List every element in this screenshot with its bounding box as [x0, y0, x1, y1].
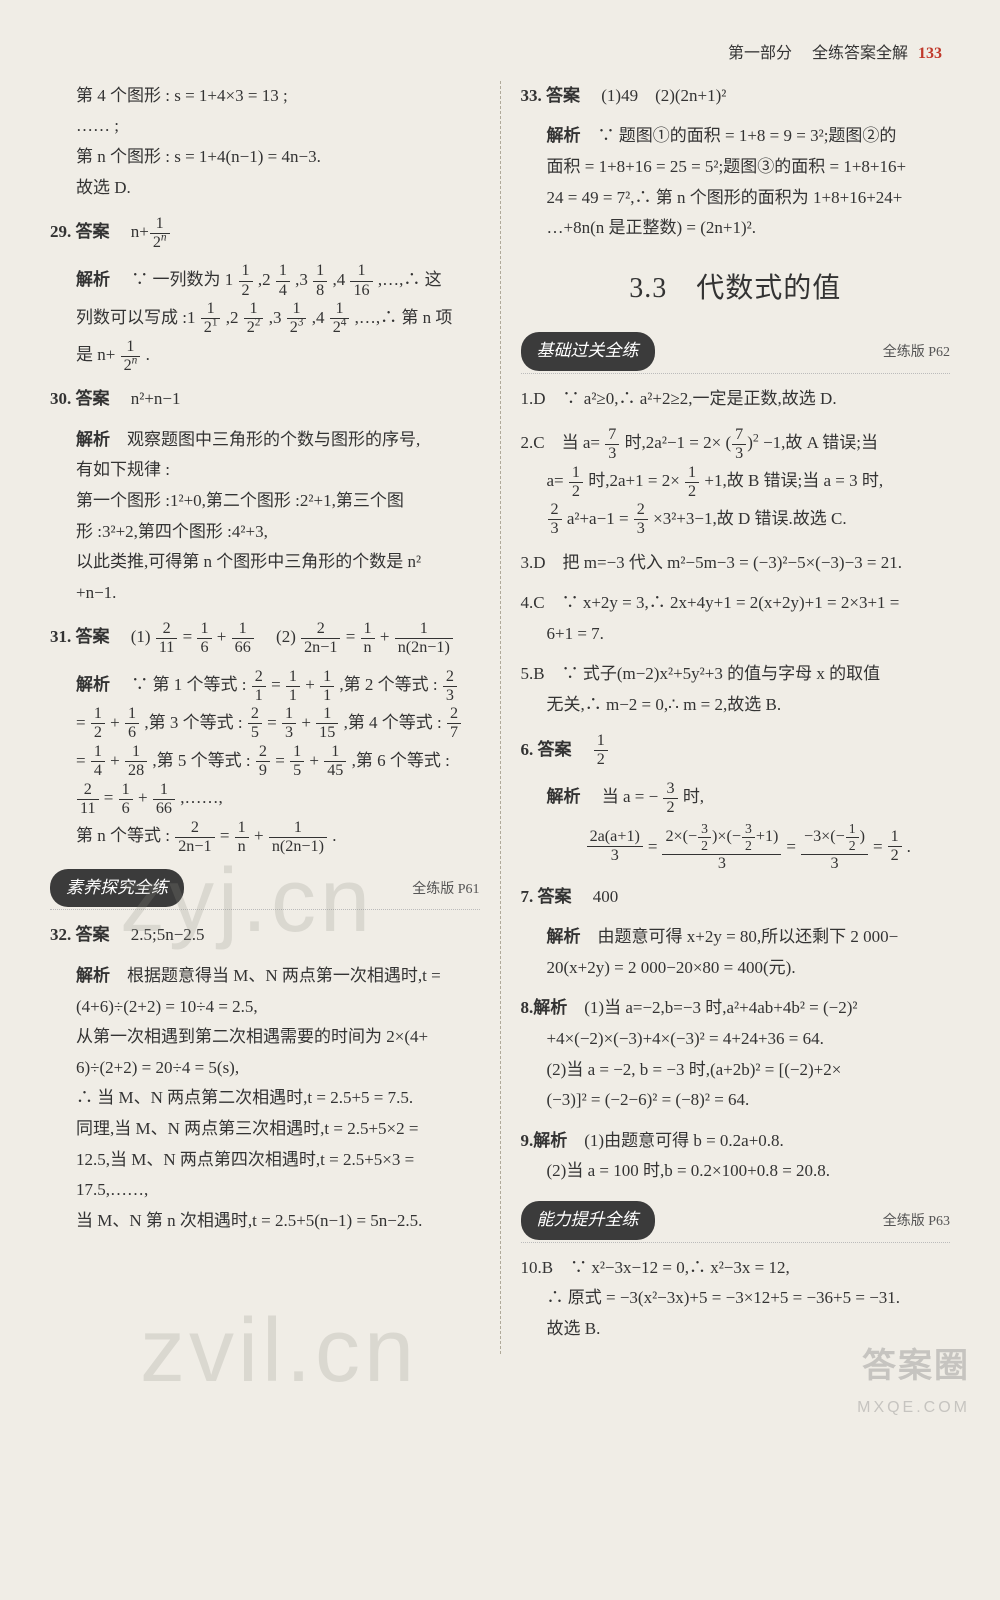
explain-label: 解析 [76, 270, 110, 289]
q6-equation: 2a(a+1)3 = 2×(−32)×(−32+1) 3 = −3×(−12) … [547, 822, 951, 872]
page: 第一部分 全练答案全解 133 第 4 个图形 : s = 1+4×3 = 13… [0, 0, 1000, 1434]
q33: 33. 答案 (1)49 (2)(2n+1)² [521, 81, 951, 112]
q-number: 29. [50, 222, 71, 241]
section-tag: 能力提升全练 [521, 1201, 655, 1240]
text: …… ; [76, 111, 480, 142]
q28-body: 第 4 个图形 : s = 1+4×3 = 13 ; …… ; 第 n 个图形 … [50, 81, 480, 203]
text: 故选 D. [76, 173, 480, 204]
page-ref: 全练版 P62 [883, 340, 950, 365]
q29: 29. 答案 n+12n [50, 213, 480, 251]
q7-exp: 解析 由题意可得 x+2y = 80,所以还剩下 2 000− 20(x+2y)… [521, 922, 951, 983]
q2: 2.C 当 a= 73 时,2a²−1 = 2× (73)2 −1,故 A 错误… [521, 424, 951, 537]
q32-exp: 解析 根据题意得当 M、N 两点第一次相遇时,t = (4+6)÷(2+2) =… [50, 961, 480, 1236]
q30-exp: 解析 观察题图中三角形的个数与图形的序号, 有如下规律 : 第一个图形 :1²+… [50, 425, 480, 609]
q31-exp: 解析 ∵ 第 1 个等式 : 21 = 11 + 11 ,第 2 个等式 : 2… [50, 666, 480, 855]
q1: 1.D ∵ a²≥0,∴ a²+2≥2,一定是正数,故选 D. [521, 384, 951, 415]
section-tag-row: 能力提升全练 全练版 P63 [521, 1201, 951, 1243]
answer-label: 答案 [76, 222, 110, 241]
q31: 31. 答案 (1) 211 = 16 + 166 (2) 22n−1 = 1n… [50, 618, 480, 656]
q7: 7. 答案 400 [521, 882, 951, 913]
q6-exp: 解析 当 a = − 32 时, 2a(a+1)3 = 2×(−32)×(−32… [521, 778, 951, 871]
q30: 30. 答案 n²+n−1 [50, 384, 480, 415]
column-divider [500, 81, 501, 1355]
q6: 6. 答案 12 [521, 731, 951, 769]
header-title: 全练答案全解 [812, 45, 908, 62]
text: 第 n 个图形 : s = 1+4(n−1) = 4n−3. [76, 142, 480, 173]
fraction: 12n [150, 216, 170, 251]
text: n+ [131, 222, 149, 241]
q8: 8.解析 (1)当 a=−2,b=−3 时,a²+4ab+4b² = (−2)²… [521, 993, 951, 1115]
q4: 4.C ∵ x+2y = 3,∴ 2x+4y+1 = 2(x+2y)+1 = 2… [521, 588, 951, 649]
section-title: 3.3 代数式的值 [521, 264, 951, 314]
two-columns: 第 4 个图形 : s = 1+4×3 = 13 ; …… ; 第 n 个图形 … [50, 81, 950, 1355]
left-column: 第 4 个图形 : s = 1+4×3 = 13 ; …… ; 第 n 个图形 … [50, 81, 480, 1355]
text: ∵ 一列数为 1 [131, 270, 233, 289]
q33-exp: 解析 ∵ 题图①的面积 = 1+8 = 9 = 3²;题图②的 面积 = 1+8… [521, 121, 951, 243]
page-ref: 全练版 P63 [883, 1209, 950, 1234]
section-tag: 素养探究全练 [50, 869, 184, 908]
page-header: 第一部分 全练答案全解 133 [50, 40, 950, 69]
header-part: 第一部分 [728, 45, 792, 62]
q32: 32. 答案 2.5;5n−2.5 [50, 920, 480, 951]
section-tag: 基础过关全练 [521, 332, 655, 371]
q3: 3.D 把 m=−3 代入 m²−5m−3 = (−3)²−5×(−3)−3 =… [521, 548, 951, 579]
header-pagenum: 133 [918, 45, 942, 62]
section-tag-row: 基础过关全练 全练版 P62 [521, 332, 951, 374]
q9: 9.解析 (1)由题意可得 b = 0.2a+0.8. (2)当 a = 100… [521, 1126, 951, 1187]
q29-exp: 解析 ∵ 一列数为 1 12 ,2 14 ,3 18 ,4 116 ,…,∴ 这… [50, 261, 480, 374]
q5: 5.B ∵ 式子(m−2)x²+5y²+3 的值与字母 x 的取值 无关,∴ m… [521, 659, 951, 720]
text: 第 4 个图形 : s = 1+4×3 = 13 ; [76, 81, 480, 112]
section-tag-row: 素养探究全练 全练版 P61 [50, 869, 480, 911]
right-column: 33. 答案 (1)49 (2)(2n+1)² 解析 ∵ 题图①的面积 = 1+… [521, 81, 951, 1355]
q10: 10.B ∵ x²−3x−12 = 0,∴ x²−3x = 12, ∴ 原式 =… [521, 1253, 951, 1345]
brand-url: MXQE.COM [857, 1394, 970, 1423]
page-ref: 全练版 P61 [412, 877, 479, 902]
